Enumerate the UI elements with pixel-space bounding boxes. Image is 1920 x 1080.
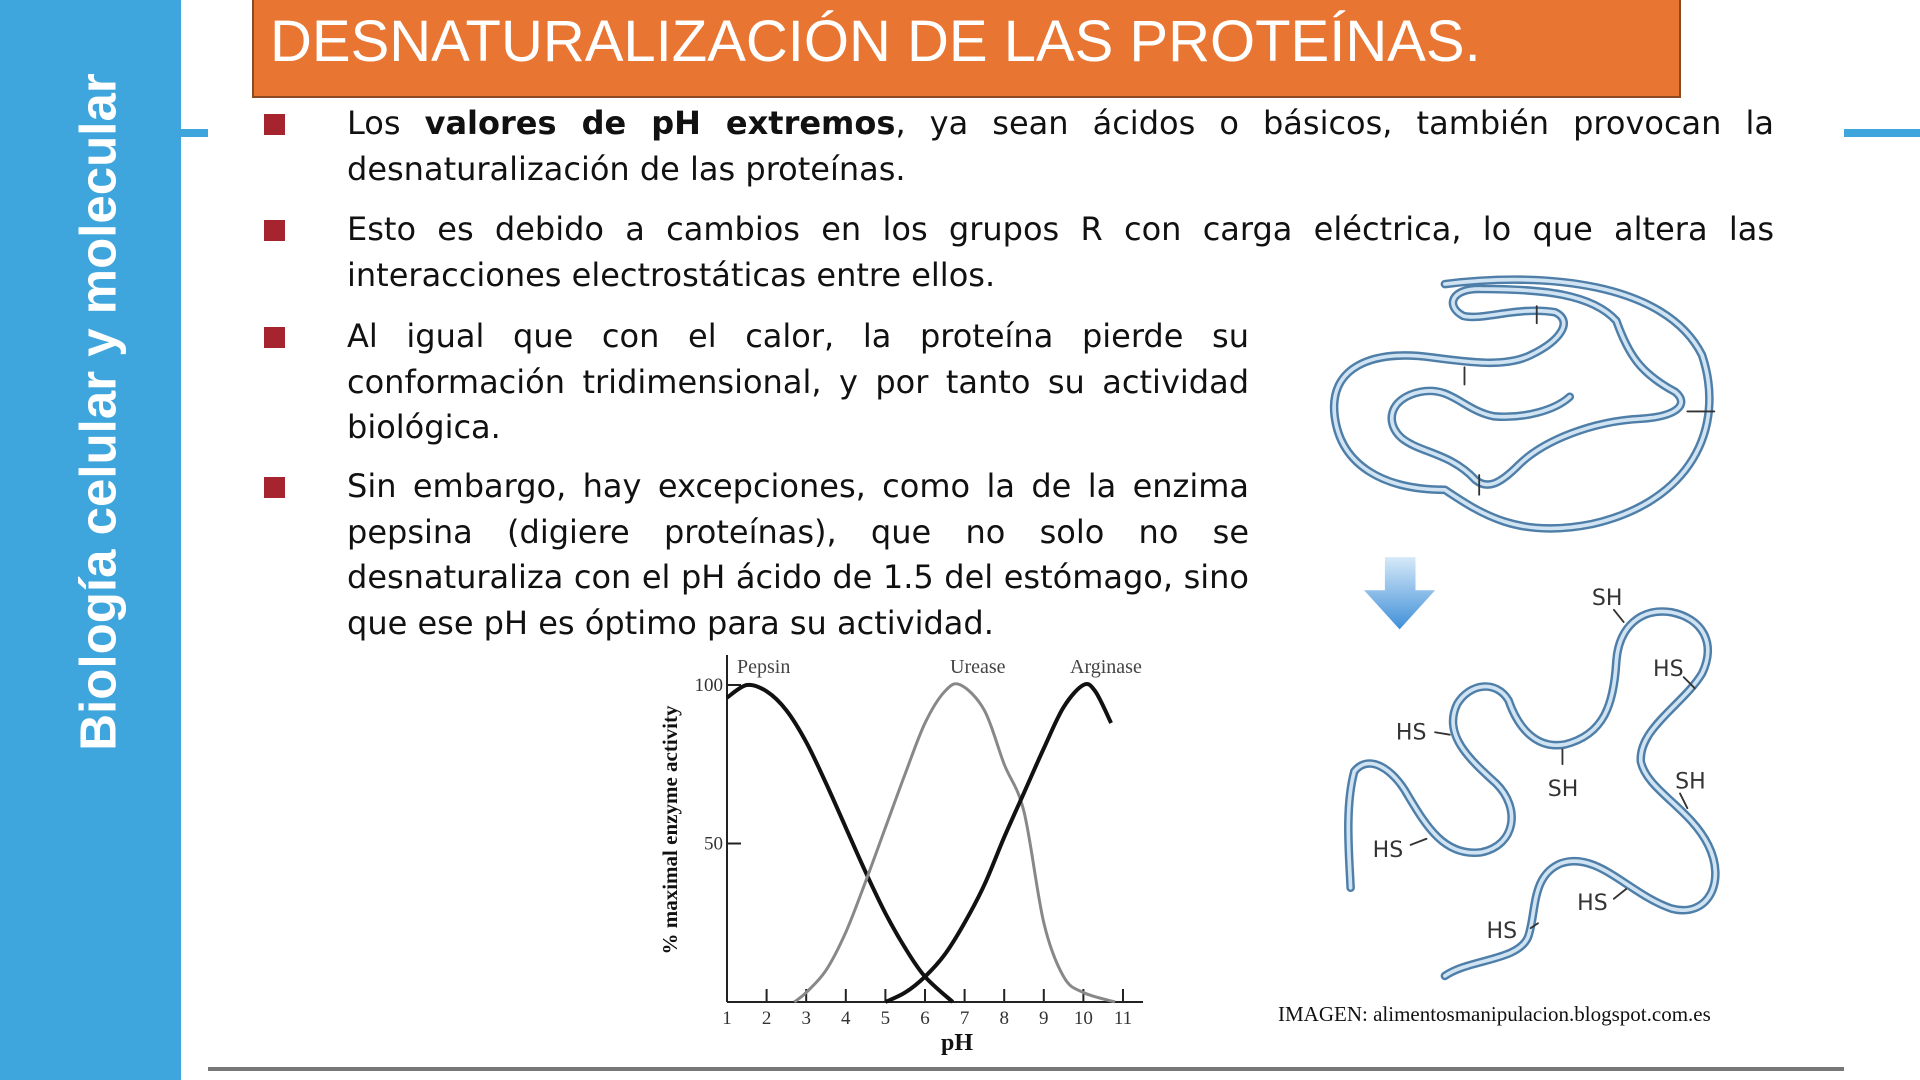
series-line-urease xyxy=(793,682,1116,1004)
x-tick-label: 6 xyxy=(920,1008,930,1029)
bullet-marker xyxy=(264,477,285,498)
x-tick-label: 11 xyxy=(1114,1008,1132,1029)
x-tick-label: 4 xyxy=(841,1008,851,1029)
protein-label: SH xyxy=(1675,770,1706,795)
bullet-1-bold: valores de pH extremos xyxy=(424,104,896,142)
y-tick-label: 50 xyxy=(704,834,723,855)
x-tick-label: 8 xyxy=(999,1008,1009,1029)
down-arrow-icon xyxy=(1364,557,1436,630)
x-tick-label: 7 xyxy=(960,1008,970,1029)
series-line-pepsin xyxy=(725,682,955,1004)
sidebar: Biología celular y molecular xyxy=(0,0,181,1080)
bullet-marker xyxy=(264,114,285,135)
protein-label: HS xyxy=(1577,891,1608,916)
footer-divider xyxy=(208,1067,1844,1071)
title-banner: DESNATURALIZACIÓN DE LAS PROTEÍNAS. xyxy=(252,0,1681,98)
y-axis-label: % maximal enzyme activity xyxy=(658,705,682,955)
x-tick-label: 10 xyxy=(1074,1008,1093,1029)
left-accent-bar xyxy=(181,129,208,137)
bullet-marker xyxy=(264,327,285,348)
denatured-protein xyxy=(1344,607,1720,981)
protein-label: SH xyxy=(1592,586,1623,611)
x-tick-label: 9 xyxy=(1039,1008,1049,1029)
protein-label: HS xyxy=(1396,721,1427,746)
series-label-pepsin: Pepsin xyxy=(737,656,790,678)
x-tick-label: 2 xyxy=(762,1008,772,1029)
bullet-text-1: Los valores de pH extremos, ya sean ácid… xyxy=(347,101,1774,192)
protein-label: HS xyxy=(1653,657,1684,682)
series-label-arginase: Arginase xyxy=(1070,656,1142,678)
x-tick-label: 3 xyxy=(801,1008,811,1029)
x-axis-label: pH xyxy=(941,1030,973,1056)
bullet-marker xyxy=(264,220,285,241)
protein-label: HS xyxy=(1373,838,1404,863)
series-line-arginase xyxy=(884,682,1113,1004)
bullet-text-2: Esto es debido a cambios en los grupos R… xyxy=(347,210,1774,294)
bullet-text-4: Sin embargo, hay excepciones, como la de… xyxy=(347,467,1249,642)
bullet-1-post: , ya sean ácidos o básicos, también prov… xyxy=(347,104,1775,188)
protein-label: HS xyxy=(1487,919,1518,944)
protein-label: SH xyxy=(1548,777,1579,802)
x-tick-label: 5 xyxy=(881,1008,891,1029)
image-credit: IMAGEN: alimentosmanipulacion.blogspot.c… xyxy=(1278,1002,1711,1026)
folded-protein xyxy=(1329,275,1716,533)
right-accent-bar xyxy=(1844,129,1920,137)
series-label-urease: Urease xyxy=(950,656,1006,678)
x-tick-label: 1 xyxy=(722,1008,732,1029)
bullet-text-3: Al igual que con el calor, la proteína p… xyxy=(347,317,1249,446)
page-title: DESNATURALIZACIÓN DE LAS PROTEÍNAS. xyxy=(270,9,1481,74)
y-tick-label: 100 xyxy=(695,675,724,696)
bullet-1-pre: Los xyxy=(347,104,425,142)
